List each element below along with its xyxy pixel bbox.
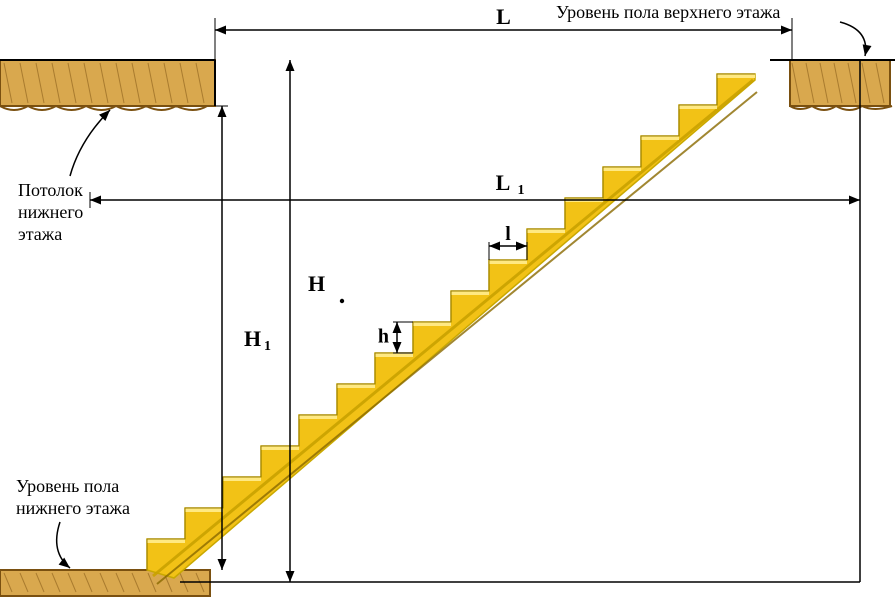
dim-H: H [308,271,325,296]
label-upper-floor: Уровень пола верхнего этажа [556,2,780,22]
label-lowerfloor-l1: Уровень пола [16,476,119,496]
dim-H1: H1 [244,326,271,354]
dim-L1: L1 [496,170,525,198]
label-ceiling-l3: этажа [18,224,62,244]
label-ceiling-l2: нижнего [18,202,83,222]
svg-text:L: L [496,170,511,195]
svg-text:H: H [244,326,261,351]
svg-text:1: 1 [518,183,525,198]
dim-l: l [505,223,511,245]
upper-floor-slab [790,60,890,106]
label-lowerfloor-l2: нижнего этажа [16,498,130,518]
dim-L: L [496,4,511,29]
label-ceiling-l1: Потолок [18,180,83,200]
dim-h: h [378,326,389,348]
svg-text:1: 1 [264,339,271,354]
